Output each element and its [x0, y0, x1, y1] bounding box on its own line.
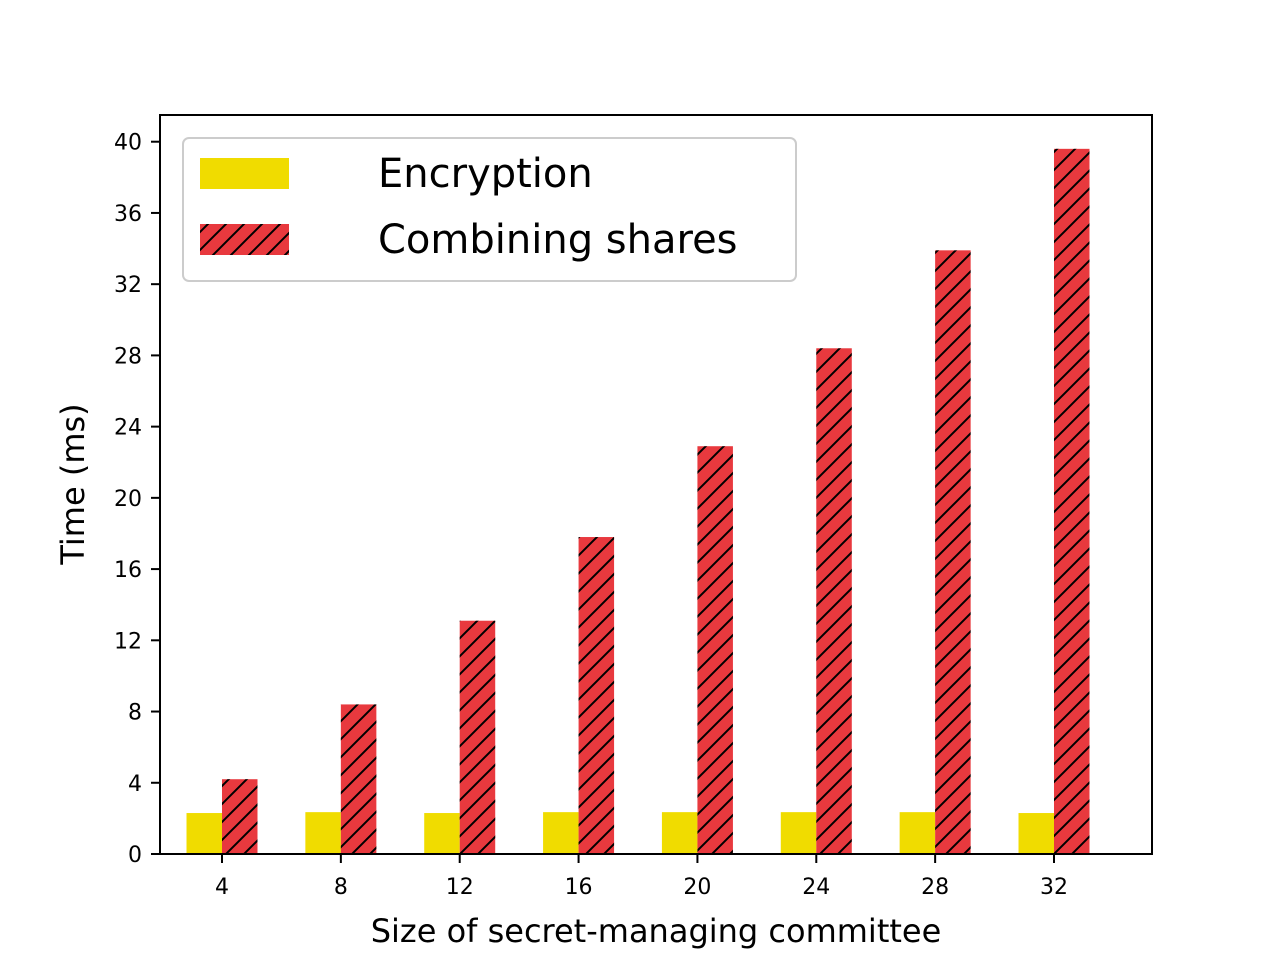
encryption-bar-8 [305, 812, 341, 854]
y-tick-label: 40 [114, 131, 142, 156]
legend-frame [182, 137, 797, 282]
y-tick-label: 28 [114, 344, 142, 369]
x-axis-title: Size of secret-managing committee [371, 912, 942, 950]
y-tick-label: 24 [114, 416, 142, 441]
y-axis-title: Time (ms) [54, 403, 92, 565]
x-tick-label: 8 [334, 875, 348, 900]
combining-shares-bar-hatch-20 [697, 446, 733, 854]
encryption-bar-28 [899, 812, 936, 854]
legend-label-encryption: Encryption [378, 151, 593, 197]
y-tick-label: 0 [128, 843, 142, 868]
y-tick-label: 8 [128, 701, 142, 726]
encryption-bar-32 [1018, 813, 1054, 854]
bars [186, 148, 1090, 854]
plot-frame [159, 114, 1153, 855]
combining-shares-bar-hatch-12 [459, 620, 496, 854]
encryption-bar-16 [543, 812, 579, 854]
combining-shares-bar-hatch-32 [1054, 148, 1090, 854]
y-tick-label: 12 [114, 629, 142, 654]
combining-shares-bar-hatch-4 [222, 779, 258, 854]
encryption-bar-20 [661, 812, 698, 854]
encryption-bar-24 [780, 812, 817, 854]
combining-shares-bar-hatch-28 [935, 250, 971, 854]
x-tick-label: 28 [921, 875, 949, 900]
y-tick-label: 36 [114, 202, 142, 227]
combining-shares-bar-hatch-16 [578, 537, 615, 854]
x-tick-label: 20 [683, 875, 711, 900]
legend-swatch-combining-shares-hatch [200, 224, 289, 255]
y-tick-label: 4 [128, 772, 142, 797]
y-axis-ticks: 0 4 8 12 16 20 24 28 32 36 40 [114, 131, 160, 868]
encryption-bar-4 [186, 813, 222, 854]
legend-swatch-encryption [200, 158, 289, 189]
x-tick-label: 12 [446, 875, 474, 900]
x-axis-ticks: 4 8 12 16 20 24 28 32 [215, 854, 1068, 900]
y-tick-label: 20 [114, 487, 142, 512]
x-tick-label: 32 [1040, 875, 1068, 900]
x-tick-label: 16 [565, 875, 593, 900]
legend: Encryption Combining shares [182, 137, 797, 282]
x-tick-label: 4 [215, 875, 229, 900]
y-tick-label: 16 [114, 558, 142, 583]
encryption-bar-12 [424, 813, 460, 854]
x-tick-label: 24 [802, 875, 830, 900]
combining-shares-bar-hatch-24 [816, 348, 852, 854]
y-tick-label: 32 [114, 273, 142, 298]
legend-label-combining-shares: Combining shares [378, 217, 738, 263]
combining-shares-bar-hatch-8 [340, 704, 377, 854]
